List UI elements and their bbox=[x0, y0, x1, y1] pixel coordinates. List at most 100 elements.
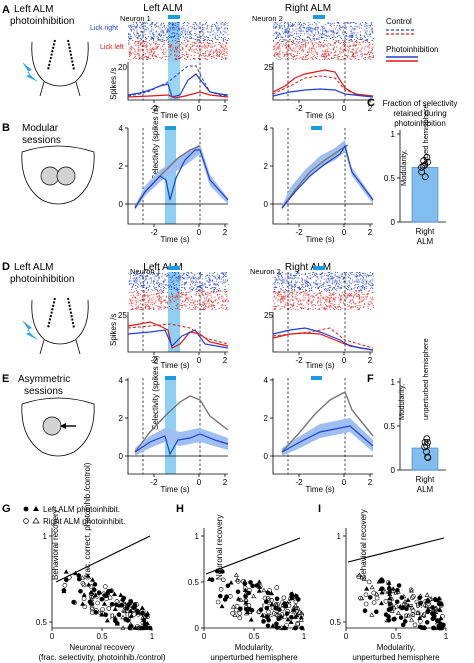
spike-mark bbox=[356, 276, 358, 278]
spike-mark bbox=[131, 46, 133, 48]
spike-mark bbox=[211, 287, 213, 288]
spike-mark bbox=[225, 289, 227, 290]
spike-mark bbox=[355, 58, 357, 59]
spike-mark bbox=[165, 307, 167, 308]
spike-mark bbox=[198, 300, 200, 302]
spike-mark bbox=[184, 287, 186, 288]
spike-mark bbox=[298, 298, 300, 300]
spike-mark bbox=[360, 48, 362, 50]
spike-mark bbox=[307, 28, 309, 30]
spike-mark bbox=[281, 298, 283, 300]
data-point bbox=[225, 583, 231, 589]
spike-mark bbox=[291, 41, 292, 42]
spike-mark bbox=[358, 291, 360, 292]
spike-mark bbox=[330, 309, 332, 310]
spike-mark bbox=[285, 283, 287, 285]
spike-mark bbox=[353, 44, 355, 46]
spike-raster bbox=[128, 272, 229, 310]
spike-mark bbox=[139, 44, 141, 46]
spike-mark bbox=[338, 51, 340, 53]
spike-mark bbox=[186, 39, 188, 40]
spike-mark bbox=[369, 274, 371, 276]
spike-mark bbox=[351, 35, 353, 37]
spike-mark bbox=[190, 33, 191, 35]
spike-mark bbox=[208, 284, 210, 286]
spike-mark bbox=[152, 58, 154, 59]
spike-mark bbox=[289, 31, 290, 33]
spike-mark bbox=[344, 24, 346, 26]
spike-mark bbox=[182, 273, 184, 275]
spike-mark bbox=[356, 48, 358, 50]
spike-mark bbox=[290, 47, 292, 49]
spike-mark bbox=[165, 40, 167, 41]
spike-mark bbox=[172, 24, 174, 26]
spike-mark bbox=[311, 27, 313, 29]
spike-mark bbox=[207, 37, 209, 38]
spike-mark bbox=[187, 57, 188, 58]
data-point bbox=[419, 162, 427, 170]
spike-mark bbox=[137, 33, 139, 35]
data-point bbox=[90, 606, 95, 612]
spike-mark bbox=[361, 24, 362, 26]
spike-mark bbox=[203, 39, 205, 40]
data-point bbox=[394, 599, 400, 605]
spike-mark bbox=[199, 287, 201, 288]
spike-mark bbox=[322, 272, 324, 273]
spike-mark bbox=[274, 282, 276, 284]
spike-mark bbox=[218, 277, 219, 279]
spike-mark bbox=[367, 304, 369, 306]
spike-mark bbox=[283, 291, 285, 293]
spike-mark bbox=[134, 48, 135, 50]
spike-mark bbox=[178, 22, 180, 23]
spike-mark bbox=[144, 295, 146, 297]
spike-mark bbox=[131, 26, 132, 28]
spike-mark bbox=[192, 23, 194, 25]
spike-mark bbox=[187, 299, 189, 301]
spike-mark bbox=[318, 22, 320, 23]
spike-mark bbox=[294, 284, 295, 286]
spike-mark bbox=[145, 287, 147, 288]
spike-mark bbox=[325, 29, 327, 31]
data-point bbox=[98, 610, 103, 616]
spike-mark bbox=[224, 27, 226, 29]
spike-mark bbox=[158, 284, 160, 286]
spike-mark bbox=[277, 273, 279, 275]
spike-mark bbox=[150, 30, 152, 32]
spike-mark bbox=[284, 54, 286, 56]
spike-mark bbox=[322, 298, 324, 300]
spike-mark bbox=[194, 307, 196, 308]
spike-mark bbox=[175, 26, 177, 28]
spike-mark bbox=[225, 48, 227, 50]
spike-mark bbox=[285, 305, 287, 307]
spike-mark bbox=[186, 45, 187, 47]
spike-mark bbox=[199, 48, 201, 50]
spike-mark bbox=[301, 48, 303, 50]
data-point bbox=[356, 574, 362, 580]
spike-mark bbox=[339, 59, 341, 60]
spike-mark bbox=[307, 31, 309, 33]
spike-mark bbox=[169, 49, 171, 51]
spike-mark bbox=[325, 57, 327, 58]
spike-mark bbox=[149, 24, 151, 26]
spike-mark bbox=[363, 29, 365, 31]
spike-mark bbox=[279, 279, 281, 281]
spike-mark bbox=[217, 282, 219, 284]
spike-mark bbox=[277, 276, 279, 278]
spike-mark bbox=[194, 274, 196, 276]
spike-mark bbox=[154, 275, 156, 277]
spike-mark bbox=[158, 39, 160, 40]
spike-mark bbox=[218, 49, 220, 51]
spike-mark bbox=[194, 301, 196, 303]
spike-mark bbox=[337, 57, 339, 58]
spike-mark bbox=[323, 50, 325, 52]
data-point bbox=[78, 588, 83, 594]
spike-mark bbox=[335, 51, 336, 53]
spike-mark bbox=[201, 24, 203, 26]
spike-mark bbox=[157, 292, 159, 294]
spike-mark bbox=[201, 290, 203, 291]
spike-mark bbox=[174, 297, 176, 299]
spike-mark bbox=[158, 299, 160, 301]
spike-mark bbox=[178, 282, 180, 284]
spike-mark bbox=[361, 279, 363, 281]
spike-mark bbox=[174, 24, 176, 26]
